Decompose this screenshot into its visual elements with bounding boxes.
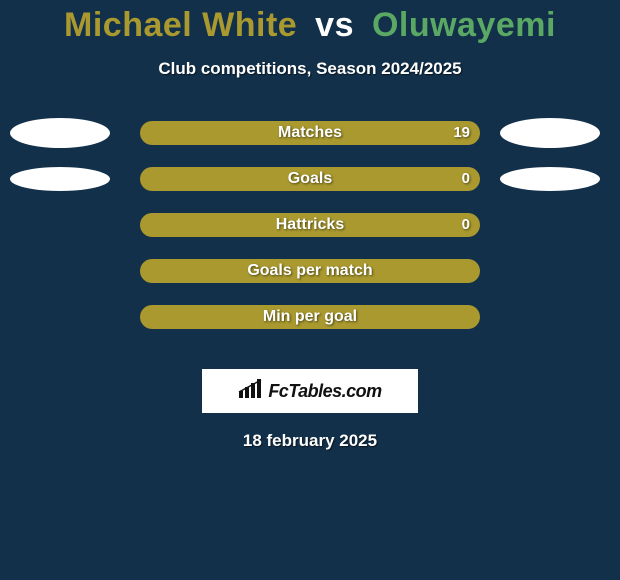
vs-text: vs xyxy=(315,6,354,44)
avatar-right xyxy=(500,118,600,148)
logo-text: FcTables.com xyxy=(268,381,381,402)
avatar-right xyxy=(500,167,600,191)
avatar-left xyxy=(10,167,110,191)
logo: FcTables.com xyxy=(238,379,381,404)
bar-fill xyxy=(140,305,480,329)
bar-fill xyxy=(140,121,480,145)
bar-slot xyxy=(140,167,480,191)
bars-icon xyxy=(238,379,264,404)
bar-fill xyxy=(140,259,480,283)
comparison-infographic: Michael White vs Oluwayemi Club competit… xyxy=(0,0,620,580)
stat-row: Hattricks0 xyxy=(0,213,620,259)
stat-row: Goals per match xyxy=(0,259,620,305)
bar-fill xyxy=(140,167,480,191)
stat-row: Matches19 xyxy=(0,121,620,167)
bar-fill xyxy=(140,213,480,237)
stat-row: Goals0 xyxy=(0,167,620,213)
page-title: Michael White vs Oluwayemi xyxy=(0,0,620,45)
bar-slot xyxy=(140,213,480,237)
stat-rows: Matches19Goals0Hattricks0Goals per match… xyxy=(0,121,620,351)
subtitle: Club competitions, Season 2024/2025 xyxy=(0,59,620,79)
date: 18 february 2025 xyxy=(0,431,620,451)
player2-name: Oluwayemi xyxy=(372,6,556,44)
stat-row: Min per goal xyxy=(0,305,620,351)
bar-slot xyxy=(140,121,480,145)
avatar-left xyxy=(10,118,110,148)
player1-name: Michael White xyxy=(64,6,297,44)
bar-slot xyxy=(140,305,480,329)
bar-slot xyxy=(140,259,480,283)
logo-box: FcTables.com xyxy=(202,369,418,413)
